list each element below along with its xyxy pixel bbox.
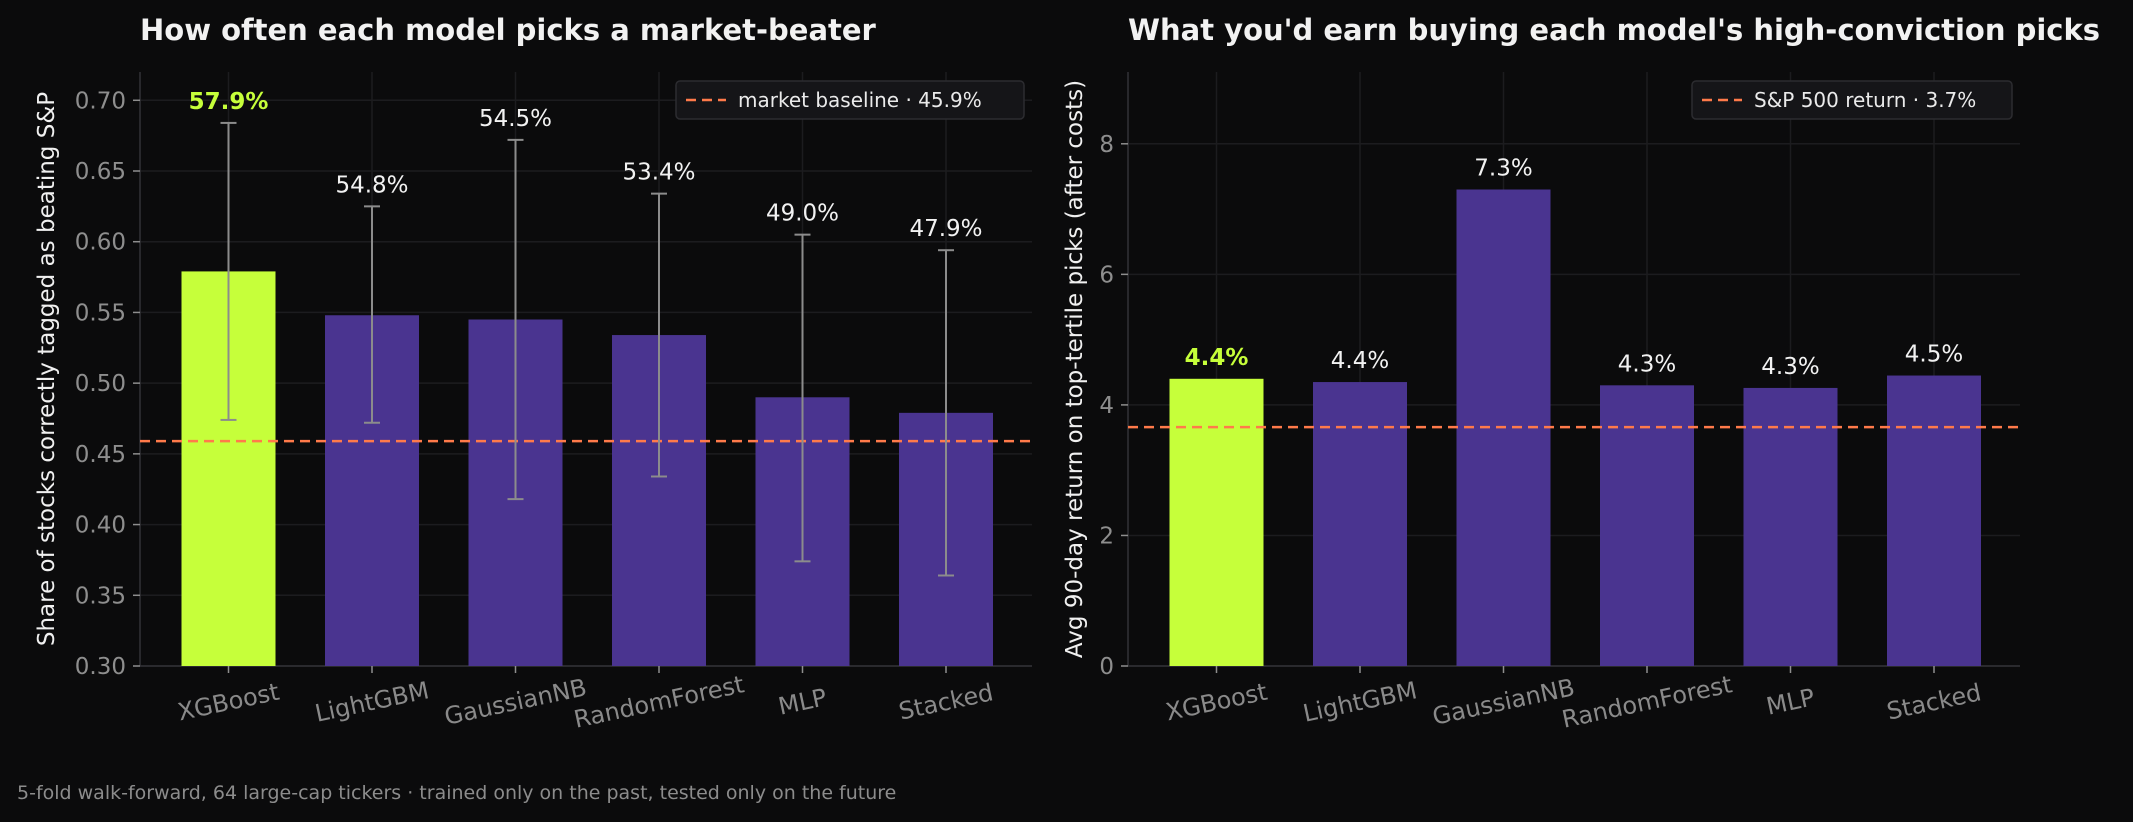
x-tick-label: RandomForest <box>571 670 746 733</box>
y-tick-label: 0.55 <box>75 300 126 326</box>
x-tick-label: Stacked <box>896 678 995 725</box>
legend-label: S&P 500 return · 3.7% <box>1754 88 1976 112</box>
chart-title: How often each model picks a market-beat… <box>140 13 877 47</box>
bar-randomforest <box>1600 385 1694 666</box>
value-label: 47.9% <box>909 216 982 242</box>
value-label: 4.3% <box>1618 351 1676 377</box>
x-tick-label: GaussianNB <box>1430 673 1577 730</box>
y-tick-label: 0.50 <box>75 371 126 397</box>
y-tick-label: 0 <box>1099 654 1114 680</box>
legend-label: market baseline · 45.9% <box>738 88 982 112</box>
y-tick-label: 0.65 <box>75 159 126 185</box>
x-tick-label: LightGBM <box>1301 676 1420 727</box>
value-label: 4.4% <box>1185 345 1249 371</box>
y-tick-label: 6 <box>1099 262 1114 288</box>
bar-xgboost <box>1169 378 1264 666</box>
y-axis-label: Avg 90-day return on top-tertile picks (… <box>1062 80 1088 658</box>
legend-box <box>1691 80 2013 120</box>
value-label: 4.5% <box>1905 342 1963 368</box>
y-tick-label: 0.35 <box>75 583 126 609</box>
bar-lightgbm <box>1313 382 1407 666</box>
y-tick-label: 8 <box>1099 132 1114 158</box>
legend-box <box>675 80 1025 120</box>
value-label: 54.8% <box>335 172 408 198</box>
value-label: 54.5% <box>479 106 552 132</box>
y-tick-label: 2 <box>1099 523 1114 549</box>
x-tick-label: Stacked <box>1884 678 1983 725</box>
y-tick-label: 0.40 <box>75 513 126 539</box>
value-label: 7.3% <box>1474 155 1532 181</box>
x-tick-label: GaussianNB <box>442 673 589 730</box>
footnote: 5-fold walk-forward, 64 large-cap ticker… <box>17 782 897 804</box>
chart-panel-1: 0.30 0.35 0.40 0.45 0.50 0.55 0.60 0.65 0.70 57.9… <box>34 13 1032 734</box>
x-tick-label: RandomForest <box>1559 670 1734 733</box>
x-tick-label: MLP <box>1764 683 1817 720</box>
y-axis-label: Share of stocks correctly tagged as beat… <box>34 92 60 646</box>
x-tick-label: XGBoost <box>175 678 281 727</box>
chart-panel-2: 0 2 4 6 8 4.4% 4.4% 7.3% 4.3% 4.3% 4.5% XGBoost Ligh… <box>1062 13 2100 734</box>
x-tick-label: XGBoost <box>1163 678 1269 727</box>
value-label: 53.4% <box>622 160 695 186</box>
y-tick-label: 0.30 <box>75 654 126 680</box>
y-tick-label: 4 <box>1099 393 1114 419</box>
x-tick-label: LightGBM <box>313 676 432 727</box>
bar-stacked <box>1887 375 1981 666</box>
bar-mlp <box>1743 387 1838 666</box>
y-tick-label: 0.70 <box>75 88 126 114</box>
y-tick-label: 0.60 <box>75 230 126 256</box>
chart-title: What you'd earn buying each model's high… <box>1128 13 2100 47</box>
value-label: 4.3% <box>1761 354 1819 380</box>
value-label: 4.4% <box>1331 348 1389 374</box>
value-label: 57.9% <box>189 89 269 115</box>
y-tick-label: 0.45 <box>75 442 126 468</box>
x-tick-label: MLP <box>776 683 829 720</box>
value-label: 49.0% <box>766 201 839 227</box>
